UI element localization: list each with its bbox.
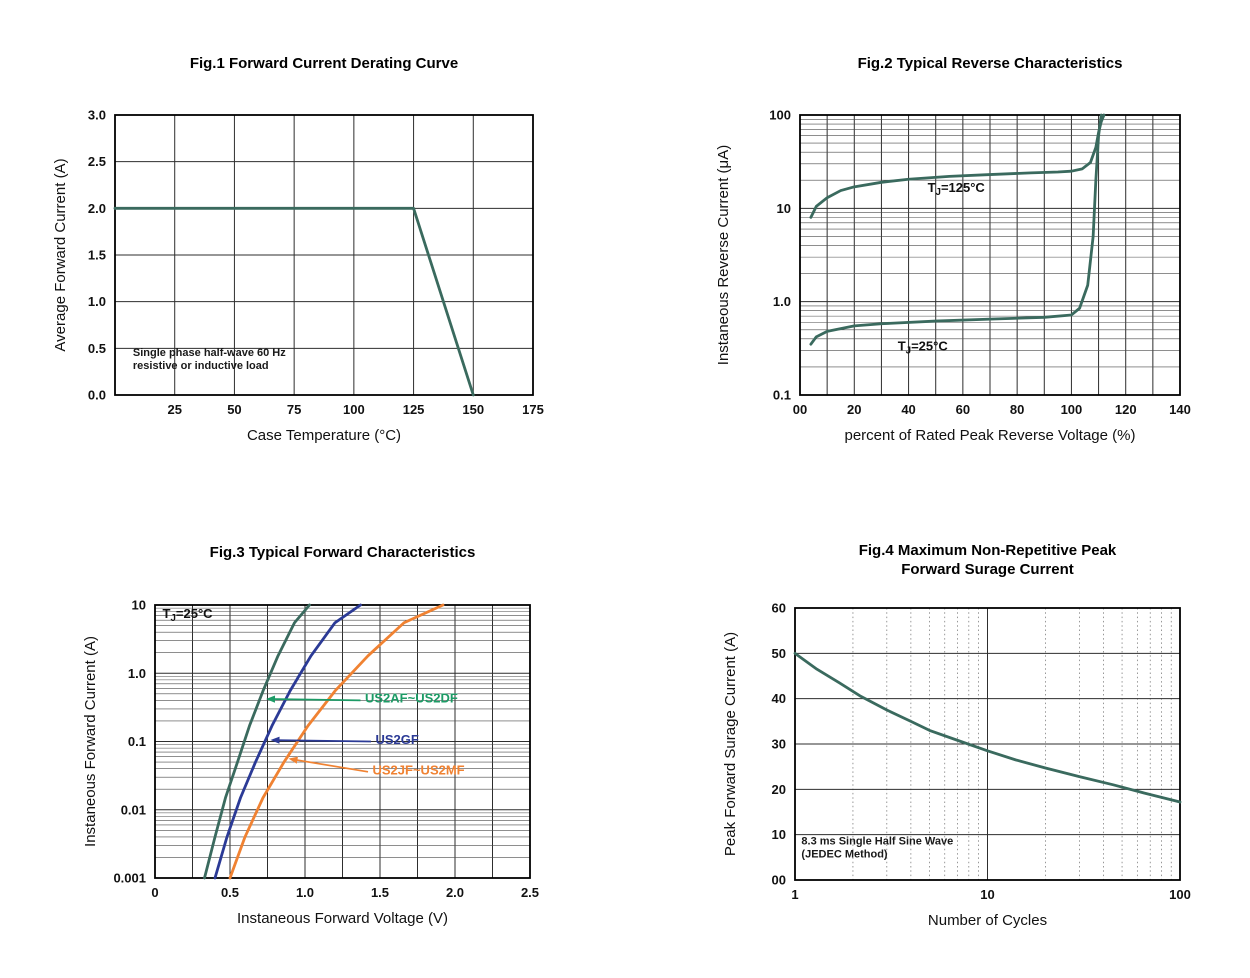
svg-text:0.5: 0.5 (88, 341, 106, 356)
svg-text:60: 60 (956, 402, 970, 417)
svg-text:00: 00 (793, 402, 807, 417)
svg-text:Instaneous Reverse Current (μA: Instaneous Reverse Current (μA) (715, 145, 732, 365)
svg-text:40: 40 (772, 691, 786, 706)
svg-text:2.0: 2.0 (446, 885, 464, 900)
figure-2-chart-canvas: 00 20 40 60 80 100 120 140 0.1 1.0 10 100 percent of… (715, 108, 1191, 445)
svg-text:140: 140 (1169, 402, 1191, 417)
svg-text:Instaneous Forward Voltage (V): Instaneous Forward Voltage (V) (237, 910, 448, 927)
svg-text:100: 100 (1169, 887, 1191, 902)
svg-text:1.0: 1.0 (128, 666, 146, 681)
figure-3-chart-canvas: 0 0.5 1.0 1.5 2.0 2.5 0.001 0.01 0.1 1.0 10 Instane… (82, 598, 539, 928)
svg-text:(JEDEC Method): (JEDEC Method) (801, 849, 888, 861)
svg-text:60: 60 (772, 601, 786, 616)
svg-text:80: 80 (1010, 402, 1024, 417)
svg-text:30: 30 (772, 737, 786, 752)
svg-text:8.3 ms Single Half Sine Wave: 8.3 ms Single Half Sine Wave (801, 836, 953, 848)
svg-text:1.0: 1.0 (88, 294, 106, 309)
figure-2-typical-reverse-characteristics: Fig.2 Typical Reverse Characteristics 00… (680, 40, 1240, 510)
svg-text:120: 120 (1115, 402, 1137, 417)
svg-text:20: 20 (772, 782, 786, 797)
svg-text:10: 10 (980, 887, 994, 902)
svg-text:10: 10 (132, 598, 146, 613)
svg-text:20: 20 (847, 402, 861, 417)
svg-text:1.5: 1.5 (371, 885, 389, 900)
svg-text:0.0: 0.0 (88, 388, 106, 403)
svg-text:resistive or inductive load: resistive or inductive load (133, 360, 269, 372)
svg-text:100: 100 (343, 402, 365, 417)
figure-4-title: Fig.4 Maximum Non-Repetitive Peak Forwar… (858, 542, 1117, 578)
svg-text:150: 150 (462, 402, 484, 417)
svg-text:0.01: 0.01 (121, 802, 146, 817)
svg-text:1: 1 (791, 887, 798, 902)
figure-1-chart-canvas: 25 50 75 100 125 150 175 0.0 0.5 1.0 1.5 2.0 2.5 3.0 C… (52, 108, 544, 445)
svg-text:0.1: 0.1 (773, 388, 791, 403)
svg-text:50: 50 (227, 402, 241, 417)
svg-text:US2GF: US2GF (376, 732, 419, 747)
figure-4-chart-canvas: 1 10 100 00 10 20 30 40 50 60 Number of Cycles Peak… (722, 601, 1191, 930)
svg-text:125: 125 (403, 402, 425, 417)
figure-1-title: Fig.1 Forward Current Derating Curve (189, 55, 459, 72)
figure-1-forward-current-derating: Fig.1 Forward Current Derating Curve 25 5… (40, 40, 600, 510)
figure-2-title: Fig.2 Typical Reverse Characteristics (857, 55, 1123, 72)
svg-text:US2JF~US2MF: US2JF~US2MF (373, 762, 465, 777)
figure-3-title: Fig.3 Typical Forward Characteristics (209, 544, 476, 561)
svg-text:Single phase half-wave 60 Hz: Single phase half-wave 60 Hz (133, 347, 286, 359)
svg-text:Peak Forward Surage Current (A: Peak Forward Surage Current (A) (722, 632, 739, 856)
svg-text:50: 50 (772, 646, 786, 661)
svg-text:00: 00 (772, 873, 786, 888)
svg-text:percent of Rated Peak Reverse: percent of Rated Peak Reverse Voltage (%… (845, 427, 1136, 444)
svg-text:Average Forward Current (A): Average Forward Current (A) (52, 158, 69, 351)
svg-text:US2AF~US2DF: US2AF~US2DF (365, 691, 458, 706)
svg-text:TJ=25°C: TJ=25°C (163, 606, 214, 624)
svg-text:0.5: 0.5 (221, 885, 239, 900)
svg-text:25: 25 (167, 402, 181, 417)
svg-text:2.0: 2.0 (88, 201, 106, 216)
svg-text:1.0: 1.0 (296, 885, 314, 900)
svg-text:40: 40 (901, 402, 915, 417)
svg-text:1.5: 1.5 (88, 248, 106, 263)
svg-text:10: 10 (772, 827, 786, 842)
svg-text:1.0: 1.0 (773, 294, 791, 309)
svg-text:10: 10 (777, 201, 791, 216)
svg-text:2.5: 2.5 (521, 885, 539, 900)
svg-text:0.1: 0.1 (128, 734, 146, 749)
svg-text:Instaneous Forward Current (A): Instaneous Forward Current (A) (82, 636, 99, 847)
svg-text:TJ=25°C: TJ=25°C (898, 338, 949, 356)
svg-text:100: 100 (1061, 402, 1083, 417)
svg-text:0.001: 0.001 (113, 871, 146, 886)
figure-4-peak-forward-surge-current: Fig.4 Maximum Non-Repetitive Peak Forwar… (680, 530, 1240, 978)
svg-text:100: 100 (769, 108, 791, 123)
svg-text:0: 0 (151, 885, 158, 900)
svg-text:75: 75 (287, 402, 301, 417)
svg-text:3.0: 3.0 (88, 108, 106, 123)
svg-text:Number of Cycles: Number of Cycles (928, 912, 1047, 929)
svg-text:175: 175 (522, 402, 544, 417)
svg-text:Case Temperature (°C): Case Temperature (°C) (247, 427, 401, 444)
svg-text:TJ=125°C: TJ=125°C (928, 180, 986, 198)
svg-text:2.5: 2.5 (88, 154, 106, 169)
